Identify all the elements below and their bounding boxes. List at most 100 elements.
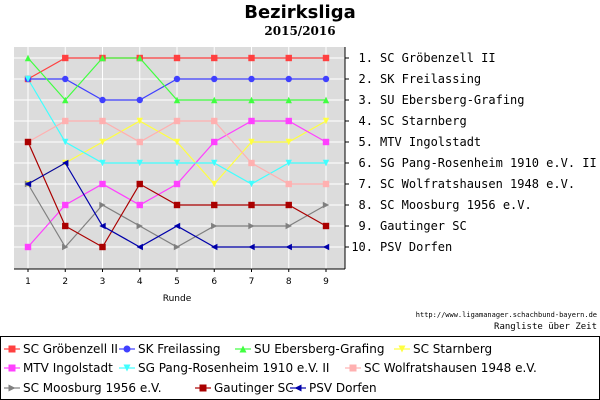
rank-team-label: SG Pang-Rosenheim 1910 e.V. II [380, 156, 597, 170]
x-tick-label: 8 [286, 277, 292, 287]
data-point [173, 222, 181, 230]
data-point [285, 75, 292, 83]
data-point [285, 96, 292, 104]
legend-swatch-marker [239, 345, 247, 353]
x-axis-label: Runde [163, 294, 192, 304]
legend: SC Gröbenzell II SK Freilassing SU Ebersbe… [0, 336, 600, 400]
data-point [248, 54, 255, 62]
legend-swatch-marker [349, 364, 357, 372]
data-point [99, 54, 106, 62]
legend-label: SC Gröbenzell II [23, 342, 118, 356]
data-point [173, 96, 181, 104]
data-point [322, 54, 330, 62]
legend-row: SC Moosburg 1956 e.V. Gautinger SC PSV Dor… [1, 378, 599, 398]
data-point [211, 201, 218, 209]
legend-item: PSV Dorfen [290, 378, 377, 398]
chart-subtitle: 2015/2016 [264, 24, 336, 38]
data-point [173, 159, 181, 167]
data-point [99, 201, 106, 209]
data-point [136, 138, 143, 146]
rank-team-label: SU Ebersberg-Grafing [380, 93, 525, 107]
data-point [24, 138, 32, 146]
data-point [62, 243, 69, 251]
legend-item: SK Freilassing [119, 339, 220, 359]
legend-swatch [235, 345, 251, 353]
data-point [136, 159, 143, 167]
legend-label: Gautinger SC [214, 381, 294, 395]
data-point [248, 180, 255, 188]
x-tick-label: 3 [100, 277, 106, 287]
legend-swatch-marker [8, 345, 16, 353]
legend-swatch-marker [123, 345, 131, 353]
data-point [285, 243, 292, 251]
data-point [322, 75, 330, 83]
data-point [173, 201, 181, 209]
data-point [136, 54, 143, 62]
legend-item: SC Wolfratshausen 1948 e.V. [345, 358, 537, 378]
rank-number-label: 2. [359, 72, 373, 86]
data-point [62, 96, 69, 104]
legend-label: SK Freilassing [138, 342, 221, 356]
data-point [248, 75, 255, 83]
data-point [136, 117, 143, 125]
legend-swatch [290, 384, 306, 392]
data-point [136, 96, 143, 104]
x-tick-label: 7 [249, 277, 255, 287]
x-tick-label: 9 [323, 277, 329, 287]
data-point [62, 159, 69, 167]
source-url: http://www.ligamanager.schachbund-bayern… [415, 311, 597, 319]
data-point [62, 117, 69, 125]
data-point [136, 201, 143, 209]
rank-number-label: 4. [359, 114, 373, 128]
data-point [322, 201, 330, 209]
legend-swatch-marker [199, 384, 207, 392]
data-point [285, 222, 292, 230]
legend-label: SC Wolfratshausen 1948 e.V. [364, 361, 537, 375]
rank-number-label: 8. [359, 198, 373, 212]
data-point [136, 222, 143, 230]
legend-swatch [195, 384, 211, 392]
data-point [248, 201, 255, 209]
legend-label: SC Starnberg [413, 342, 493, 356]
legend-swatch [4, 364, 20, 372]
data-point [248, 159, 255, 167]
data-point [99, 222, 106, 230]
data-point [24, 180, 32, 188]
data-point [211, 180, 218, 188]
data-point [322, 96, 330, 104]
data-point [99, 138, 106, 146]
data-point [285, 180, 292, 188]
data-point [248, 243, 255, 251]
data-point [99, 96, 106, 104]
legend-swatch [345, 364, 361, 372]
legend-row: MTV Ingolstadt SG Pang-Rosenheim 1910 e.V… [1, 358, 599, 378]
rank-number-label: 10. [351, 240, 373, 254]
data-point [24, 75, 32, 83]
data-point [285, 117, 292, 125]
rank-team-label: SC Starnberg [380, 114, 467, 128]
data-point [62, 201, 69, 209]
data-point [211, 75, 218, 83]
data-point [322, 222, 330, 230]
data-point [322, 117, 330, 125]
data-point [211, 117, 218, 125]
legend-label: MTV Ingolstadt [23, 361, 113, 375]
legend-swatch [119, 345, 135, 353]
legend-label: SC Moosburg 1956 e.V. [23, 381, 162, 395]
data-point [62, 54, 69, 62]
data-point [99, 243, 106, 251]
plot-area [14, 47, 345, 269]
legend-swatch [4, 384, 20, 392]
data-point [322, 180, 330, 188]
legend-label: SG Pang-Rosenheim 1910 e.V. II [138, 361, 330, 375]
data-point [24, 243, 32, 251]
rank-team-label: PSV Dorfen [380, 240, 452, 254]
rank-number-label: 1. [359, 51, 373, 65]
data-point [211, 54, 218, 62]
rank-team-label: SC Wolfratshausen 1948 e.V. [380, 177, 575, 191]
data-point [211, 96, 218, 104]
data-point [136, 243, 143, 251]
rank-team-label: SC Moosburg 1956 e.V. [380, 198, 532, 212]
chart-caption: Rangliste über Zeit [494, 322, 597, 332]
legend-swatch [119, 364, 135, 372]
